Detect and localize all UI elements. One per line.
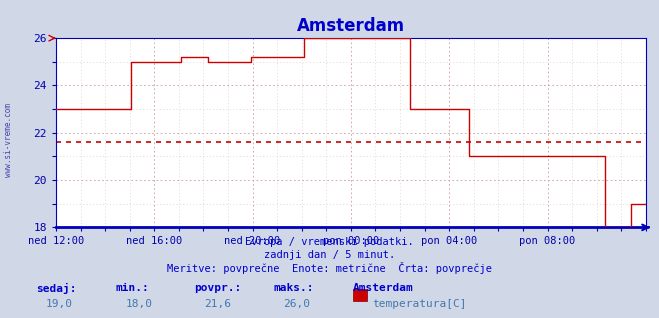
Text: min.:: min.: <box>115 283 149 293</box>
Text: povpr.:: povpr.: <box>194 283 242 293</box>
Title: Amsterdam: Amsterdam <box>297 17 405 35</box>
Text: temperatura[C]: temperatura[C] <box>372 299 467 309</box>
Text: 19,0: 19,0 <box>46 299 73 309</box>
Text: maks.:: maks.: <box>273 283 314 293</box>
Text: Meritve: povprečne  Enote: metrične  Črta: povprečje: Meritve: povprečne Enote: metrične Črta:… <box>167 262 492 274</box>
Text: 18,0: 18,0 <box>125 299 152 309</box>
Text: Amsterdam: Amsterdam <box>353 283 413 293</box>
Text: sedaj:: sedaj: <box>36 283 76 294</box>
Text: Evropa / vremenski podatki.: Evropa / vremenski podatki. <box>245 237 414 247</box>
Text: zadnji dan / 5 minut.: zadnji dan / 5 minut. <box>264 250 395 259</box>
Text: 21,6: 21,6 <box>204 299 231 309</box>
Text: www.si-vreme.com: www.si-vreme.com <box>4 103 13 177</box>
Text: 26,0: 26,0 <box>283 299 310 309</box>
